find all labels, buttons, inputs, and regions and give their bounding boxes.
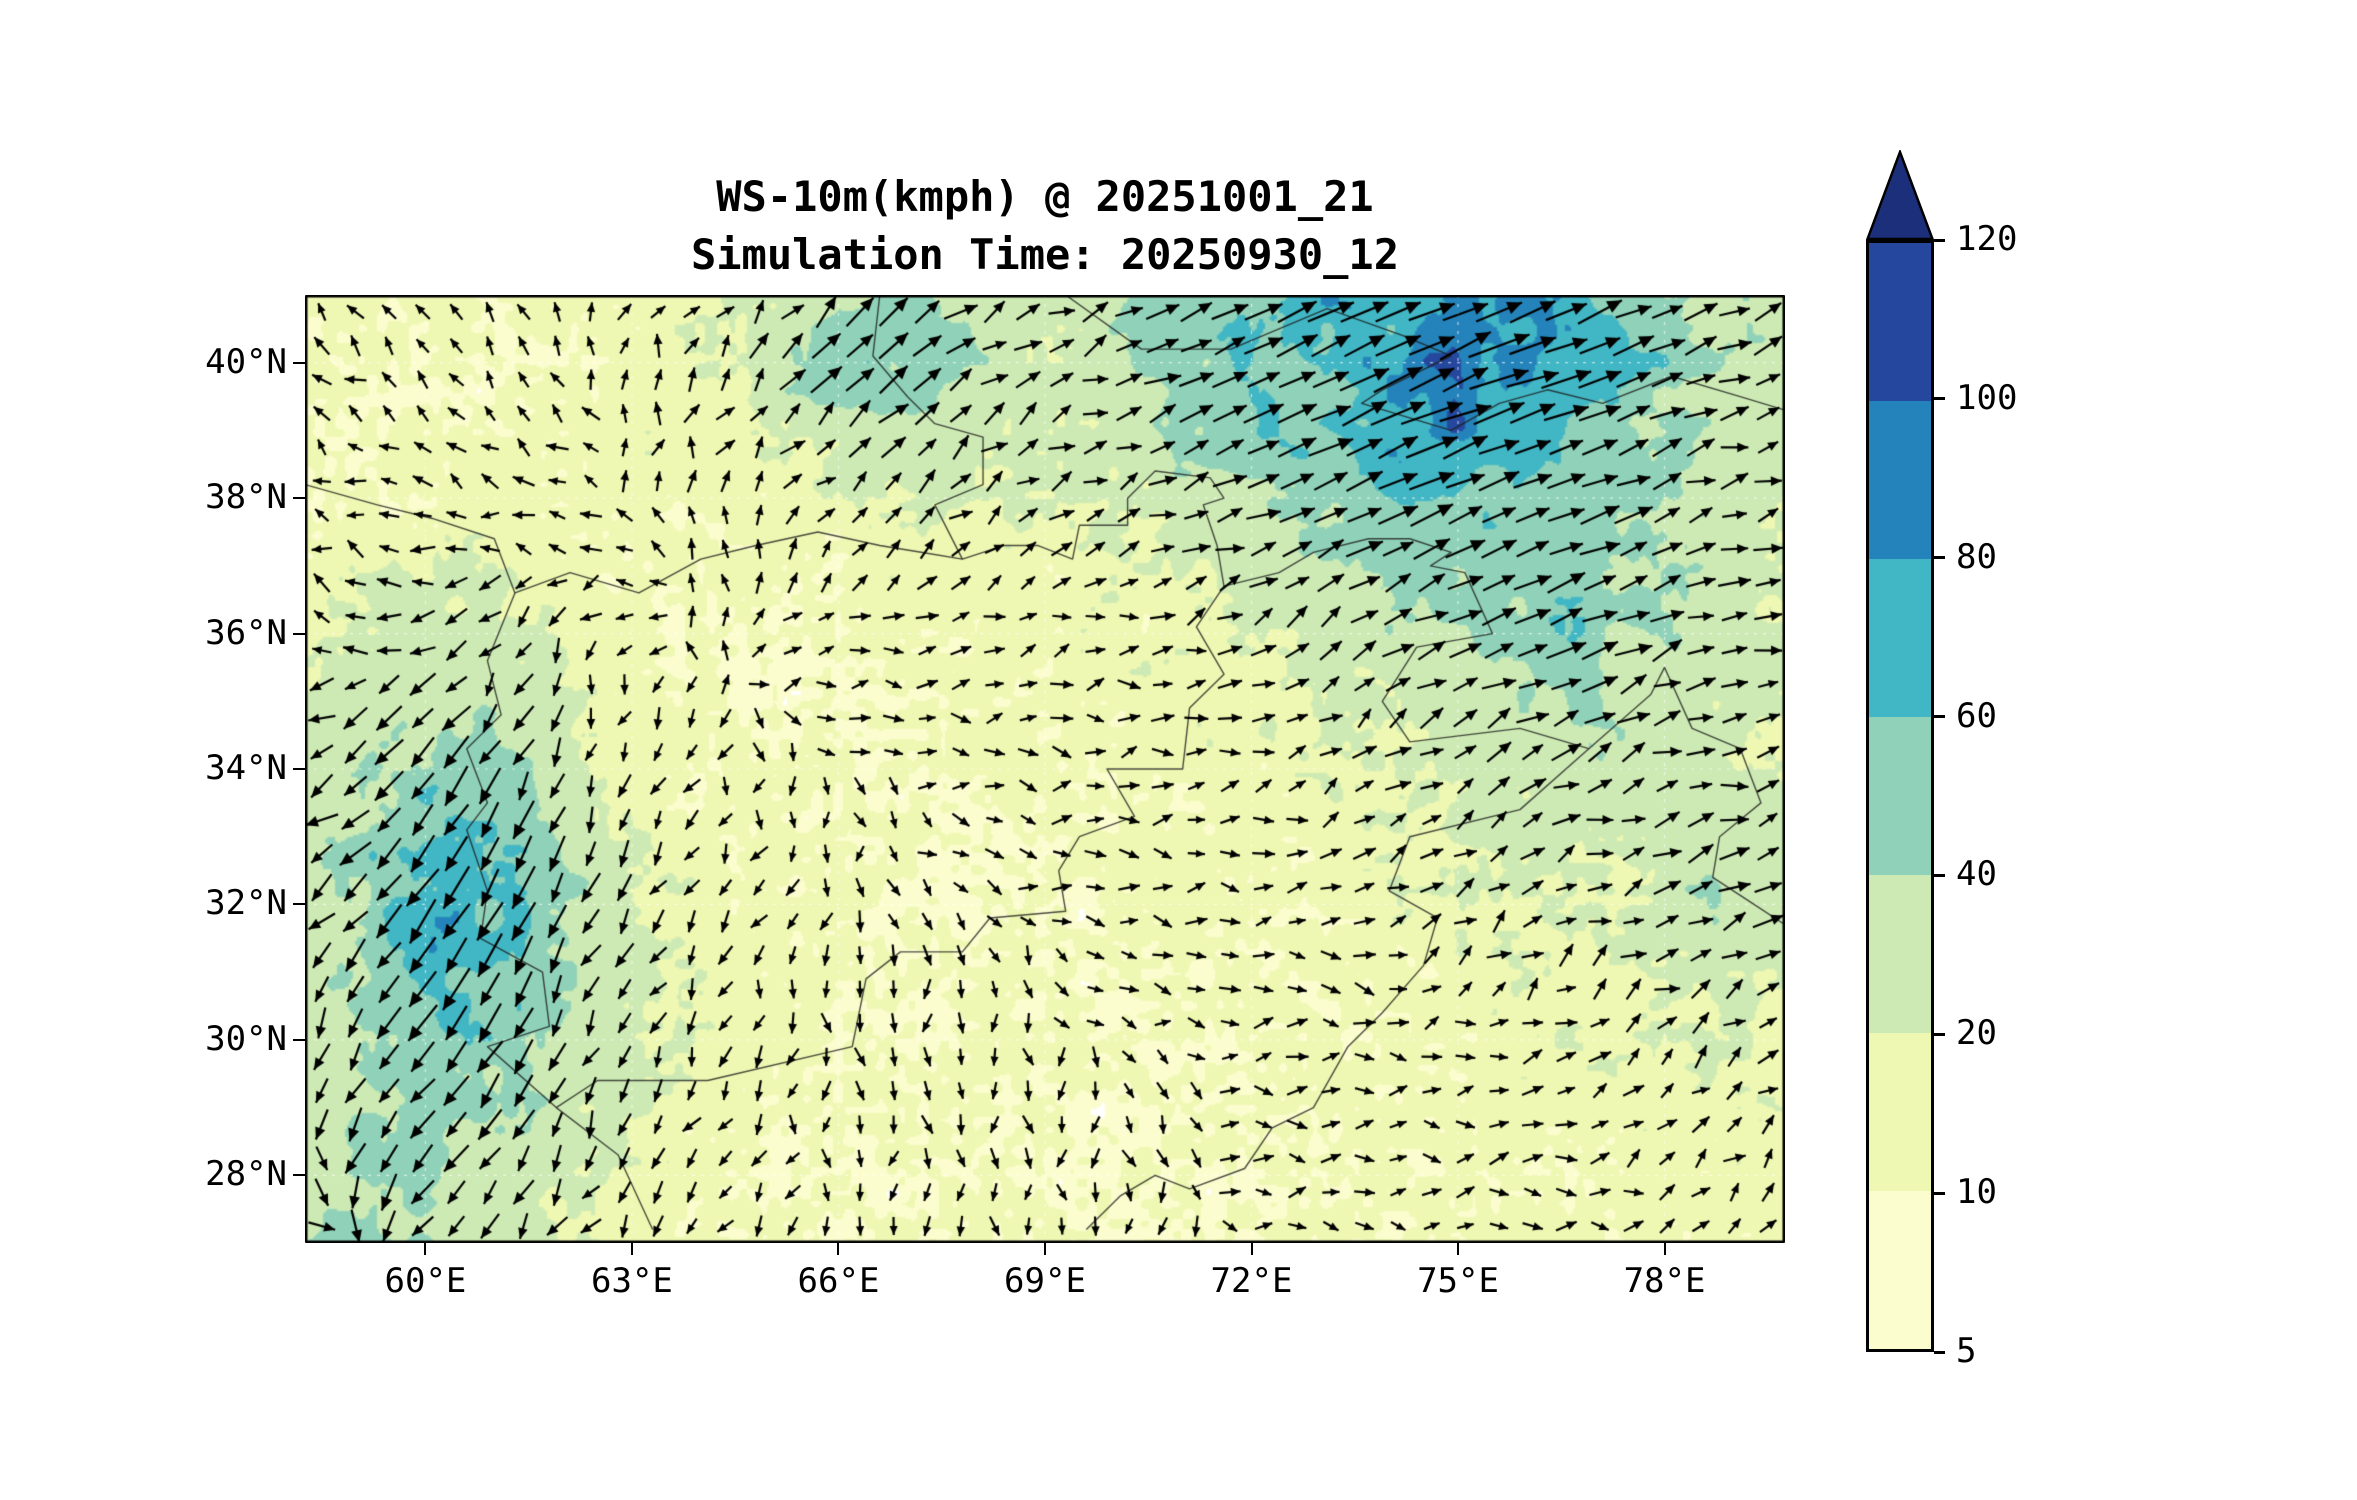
colorbar-tick-label: 10 xyxy=(1956,1172,1997,1213)
colorbar-tick-label: 60 xyxy=(1956,695,1997,736)
colorbar-tick-label: 100 xyxy=(1956,377,2018,418)
wind-vectors-borders-canvas xyxy=(305,295,1785,1243)
y-tick-mark xyxy=(293,497,305,500)
colorbar-segment xyxy=(1869,717,1931,875)
colorbar-tick-mark xyxy=(1934,1350,1945,1354)
y-tick-mark xyxy=(293,632,305,635)
y-tick-label: 36°N xyxy=(205,612,287,653)
x-tick-mark xyxy=(424,1243,427,1255)
chart-subtitle: Simulation Time: 20250930_12 xyxy=(690,230,1399,279)
y-tick-label: 30°N xyxy=(205,1018,287,1059)
x-tick-mark xyxy=(630,1243,633,1255)
colorbar-tick-label: 120 xyxy=(1956,219,2018,259)
chart-title: WS-10m(kmph) @ 20251001_21 xyxy=(716,172,1374,221)
y-tick-mark xyxy=(293,768,305,770)
colorbar-tick-mark xyxy=(1934,1032,1945,1036)
x-tick-label: 60°E xyxy=(384,1261,467,1301)
y-tick-mark xyxy=(293,1038,305,1041)
colorbar-tick-mark xyxy=(1934,238,1945,242)
colorbar-bar xyxy=(1866,240,1934,1352)
colorbar-tick-mark xyxy=(1934,397,1945,401)
colorbar-tick-label: 80 xyxy=(1956,536,1997,577)
colorbar-tick-mark xyxy=(1934,1191,1945,1195)
y-tick-mark xyxy=(293,1174,305,1177)
colorbar-tick-label: 5 xyxy=(1956,1331,1977,1371)
colorbar-segment xyxy=(1869,875,1931,1033)
x-tick-label: 69°E xyxy=(1004,1261,1086,1301)
colorbar-tick-label: 20 xyxy=(1956,1013,1997,1054)
x-tick-label: 78°E xyxy=(1623,1261,1706,1301)
y-tick-label: 34°N xyxy=(205,748,287,788)
x-tick-label: 75°E xyxy=(1417,1261,1499,1301)
x-tick-mark xyxy=(837,1243,840,1255)
y-tick-label: 32°N xyxy=(205,883,287,924)
x-tick-label: 66°E xyxy=(797,1261,880,1301)
y-tick-label: 28°N xyxy=(205,1154,287,1195)
colorbar-segment xyxy=(1869,1033,1931,1191)
colorbar-tick-mark xyxy=(1934,556,1945,560)
colorbar-extend-max-arrow xyxy=(1866,150,1934,240)
y-tick-label: 40°N xyxy=(205,341,287,382)
y-tick-mark xyxy=(293,361,305,364)
colorbar-segment xyxy=(1869,401,1931,559)
x-tick-mark xyxy=(1457,1243,1460,1255)
x-tick-label: 63°E xyxy=(591,1261,673,1301)
colorbar-segment xyxy=(1869,559,1931,717)
x-tick-label: 72°E xyxy=(1210,1261,1293,1301)
colorbar-tick-mark xyxy=(1934,715,1945,719)
colorbar-segment xyxy=(1869,1191,1931,1349)
y-tick-label: 38°N xyxy=(205,477,287,518)
x-tick-mark xyxy=(1044,1243,1046,1255)
x-tick-mark xyxy=(1663,1243,1666,1255)
colorbar-tick-mark xyxy=(1934,873,1945,877)
x-tick-mark xyxy=(1250,1243,1253,1255)
map-plot-area xyxy=(305,295,1785,1243)
colorbar-segment xyxy=(1869,243,1931,401)
colorbar-tick-label: 40 xyxy=(1956,854,1997,895)
y-tick-mark xyxy=(293,903,305,906)
